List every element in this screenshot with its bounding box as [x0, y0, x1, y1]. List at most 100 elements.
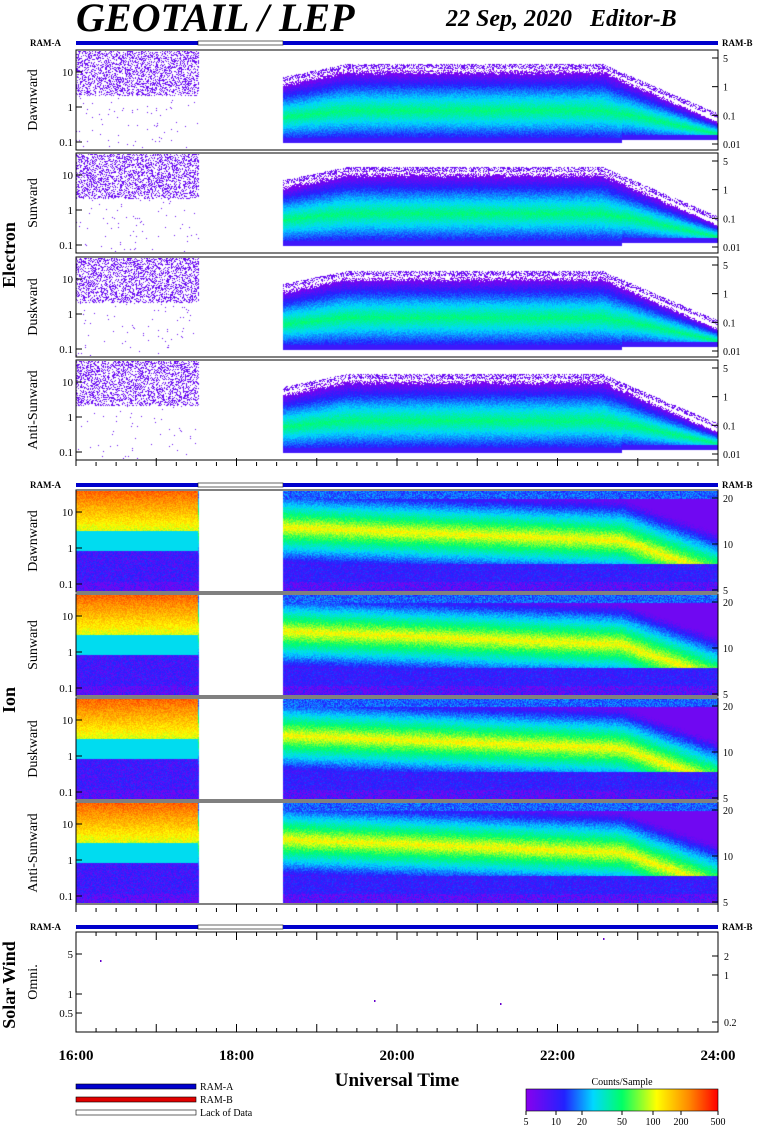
y2-tick-label: 0.01	[723, 243, 741, 254]
date-text: 22 Sep, 2020	[446, 6, 572, 32]
x-tick-label: 22:00	[540, 1048, 575, 1064]
colorbar-tick-label: 500	[711, 1117, 726, 1128]
spectrogram-image	[76, 803, 718, 903]
legend-swatch	[75, 1096, 197, 1103]
y-tick-label: 1	[68, 543, 74, 555]
panel-label: Sunward	[26, 178, 41, 228]
lack-of-data-bar	[197, 482, 284, 488]
panel-label: Anti-Sunward	[26, 370, 41, 449]
panel-label: Anti-Sunward	[26, 813, 41, 892]
panel-frame	[75, 256, 719, 358]
colorbar-tick-label: 5	[524, 1117, 529, 1128]
y-tick-label: 1	[68, 989, 74, 1001]
colorbar	[525, 1088, 719, 1112]
spectrogram-image	[76, 699, 718, 799]
sw-point	[100, 960, 102, 962]
spectrogram-image	[76, 361, 718, 459]
legend-label: RAM-A	[200, 1082, 234, 1093]
y2-tick-label: 5	[723, 364, 728, 375]
panel-frame	[75, 152, 719, 254]
spectrogram-image	[76, 595, 718, 695]
panel-label: Duskward	[26, 278, 41, 336]
spectrogram-image	[76, 491, 718, 591]
y-tick-label: 10	[62, 67, 74, 79]
y-tick-label: 0.1	[59, 344, 73, 356]
x-tick-label: 18:00	[219, 1048, 254, 1064]
y2-tick-label: 5	[723, 898, 728, 909]
x-tick-label: 16:00	[59, 1048, 94, 1064]
y2-tick-label: 5	[723, 157, 728, 168]
y-tick-label: 0.1	[59, 891, 73, 903]
ram-a-label: RAM-A	[30, 38, 61, 48]
ram-a-bar	[76, 925, 198, 929]
legend-swatch	[75, 1083, 197, 1090]
ram-a-bar	[283, 41, 718, 45]
y2-tick-label: 1	[724, 971, 729, 982]
y2-tick-label: 0.1	[723, 111, 736, 122]
ram-a-bar	[76, 41, 198, 45]
panel-label: Duskward	[26, 720, 41, 778]
y-tick-label: 1	[68, 102, 74, 114]
group-label-solar-wind: Solar Wind	[0, 941, 19, 1029]
panel-label: Dawnward	[26, 69, 41, 130]
x-tick-label: 20:00	[380, 1048, 415, 1064]
ram-b-label: RAM-B	[722, 38, 753, 48]
ram-a-label: RAM-A	[30, 480, 61, 490]
y2-tick-label: 0.2	[724, 1018, 737, 1029]
y2-tick-label: 20	[723, 494, 733, 505]
colorbar-tick-label: 20	[577, 1117, 587, 1128]
y-tick-label: 1	[68, 205, 74, 217]
y-tick-label: 1	[68, 412, 74, 424]
y-tick-label: 0.1	[59, 579, 73, 591]
y2-tick-label: 5	[723, 690, 728, 701]
y-tick-label: 5	[68, 949, 74, 961]
y2-tick-label: 5	[723, 794, 728, 805]
panel-label: Dawnward	[26, 510, 41, 571]
spectrogram-image	[76, 51, 718, 149]
spectrogram-image	[76, 154, 718, 252]
legend-label: Lack of Data	[200, 1108, 253, 1119]
y2-tick-label: 20	[723, 702, 733, 713]
lack-of-data-bar	[197, 924, 284, 930]
editor-text: Editor-B	[590, 6, 677, 32]
y2-tick-label: 20	[723, 598, 733, 609]
y2-tick-label: 0.01	[723, 347, 741, 358]
sw-point	[374, 1000, 376, 1002]
y-tick-label: 0.1	[59, 787, 73, 799]
y-tick-label: 10	[62, 611, 74, 623]
y2-tick-label: 10	[723, 852, 733, 863]
y-tick-label: 10	[62, 507, 74, 519]
y-tick-label: 0.5	[59, 1008, 73, 1020]
y-tick-label: 0.1	[59, 137, 73, 149]
y-tick-label: 10	[62, 274, 74, 286]
y2-tick-label: 2	[724, 952, 729, 963]
group-label-electron: Electron	[0, 222, 19, 288]
panel-frame	[75, 49, 719, 151]
y-tick-label: 10	[62, 819, 74, 831]
y2-tick-label: 1	[723, 186, 728, 197]
legend-swatch	[75, 1109, 197, 1116]
y-tick-label: 10	[62, 715, 74, 727]
sw-point	[500, 1003, 502, 1005]
ram-b-label: RAM-B	[722, 480, 753, 490]
y-tick-label: 0.1	[59, 683, 73, 695]
y2-tick-label: 10	[723, 540, 733, 551]
ram-a-bar	[283, 483, 718, 487]
y-tick-label: 1	[68, 855, 74, 867]
ram-a-bar	[76, 483, 198, 487]
x-tick-label: 24:00	[701, 1048, 736, 1064]
y-tick-label: 0.1	[59, 240, 73, 252]
plot-title: GEOTAIL / LEP	[76, 0, 355, 40]
y2-tick-label: 10	[723, 644, 733, 655]
colorbar-tick-label: 200	[674, 1117, 689, 1128]
plot-date: 22 Sep, 2020 Editor-B	[446, 6, 677, 33]
lack-of-data-bar	[197, 40, 284, 46]
y2-tick-label: 0.1	[723, 318, 736, 329]
colorbar-tick-label: 100	[646, 1117, 661, 1128]
panel-frame	[75, 593, 719, 697]
y-tick-label: 1	[68, 309, 74, 321]
legend-label: RAM-B	[200, 1095, 233, 1106]
ram-b-label: RAM-B	[722, 922, 753, 932]
